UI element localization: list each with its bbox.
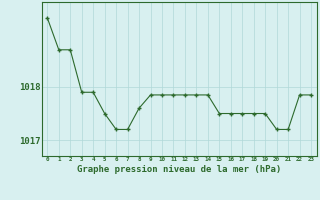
X-axis label: Graphe pression niveau de la mer (hPa): Graphe pression niveau de la mer (hPa)	[77, 165, 281, 174]
